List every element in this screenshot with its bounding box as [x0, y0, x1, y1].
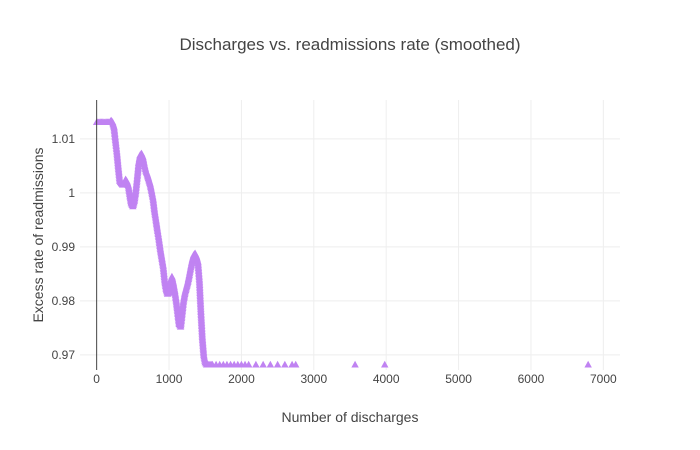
y-tick-labels: 0.97 0.98 0.99 1 1.01 [52, 132, 76, 362]
data-point [259, 360, 267, 368]
data-point [252, 360, 260, 368]
x-tick-label: 2000 [228, 372, 255, 386]
data-point [281, 360, 289, 368]
x-tick-label: 5000 [445, 372, 472, 386]
x-tick-label: 3000 [300, 372, 327, 386]
x-tick-labels: 0 1000 2000 3000 4000 5000 6000 7000 [93, 372, 617, 386]
data-point [244, 360, 253, 368]
data-point [273, 360, 282, 368]
y-tick-label: 1.01 [52, 132, 76, 146]
data-point [381, 360, 389, 368]
x-axis-title: Number of discharges [282, 409, 419, 425]
x-tick-label: 1000 [156, 372, 183, 386]
grid-lines [80, 100, 620, 370]
y-tick-label: 1 [68, 186, 75, 200]
data-point [584, 360, 592, 368]
x-tick-label: 0 [93, 372, 100, 386]
x-tick-label: 4000 [373, 372, 400, 386]
chart-title: Discharges vs. readmissions rate (smooth… [179, 35, 520, 54]
data-points [92, 116, 592, 368]
data-point [266, 360, 275, 368]
data-point [351, 360, 359, 368]
y-axis-title: Excess rate of readmissions [30, 147, 46, 322]
y-tick-label: 0.99 [52, 240, 76, 254]
y-tick-label: 0.98 [52, 294, 76, 308]
x-tick-label: 7000 [590, 372, 617, 386]
x-tick-label: 6000 [518, 372, 545, 386]
y-tick-label: 0.97 [52, 348, 76, 362]
data-point [292, 360, 300, 368]
